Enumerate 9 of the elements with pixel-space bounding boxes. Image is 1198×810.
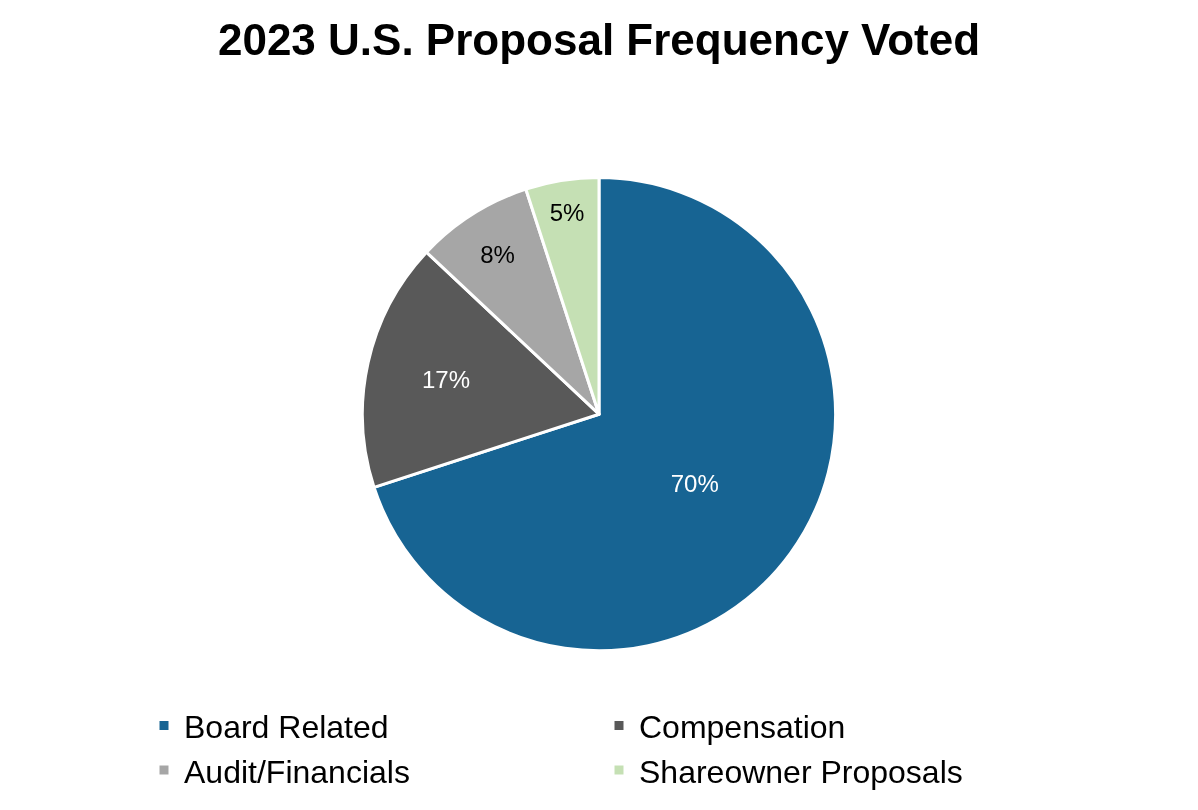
data-label: 17% xyxy=(421,366,471,394)
data-label: 70% xyxy=(670,470,719,498)
legend-label: Board Related xyxy=(184,708,389,745)
data-label: 8% xyxy=(480,240,515,268)
chart-title: 2023 U.S. Proposal Frequency Voted xyxy=(217,15,981,65)
legend-label: Compensation xyxy=(639,708,846,745)
legend-label: Audit/Financials xyxy=(184,753,410,790)
data-label: 5% xyxy=(549,198,585,226)
legend-label: Shareowner Proposals xyxy=(639,753,963,790)
